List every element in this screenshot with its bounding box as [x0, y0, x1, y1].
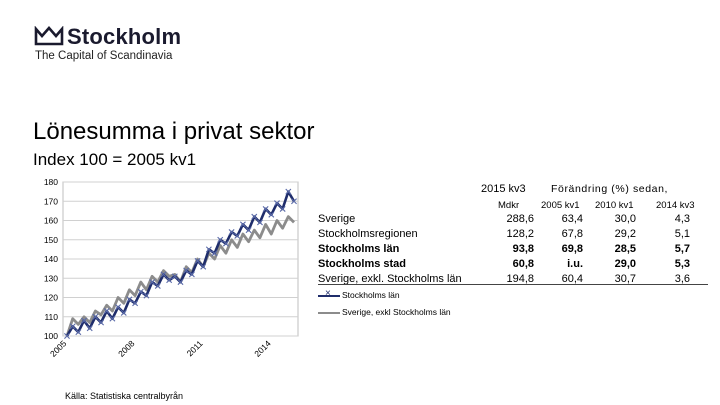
table-cell: 60,4: [561, 273, 583, 285]
legend-label: Sverige, exkl Stockholms län: [342, 307, 451, 317]
table-col-header: 2010 kv1: [595, 200, 634, 211]
table-row-label: Stockholms stad: [318, 258, 407, 270]
table-cell: 29,0: [614, 258, 636, 270]
table-cell: 69,8: [561, 243, 583, 255]
y-tick-label: 150: [44, 235, 58, 245]
slide-title: Lönesumma i privat sektor: [33, 118, 315, 145]
data-point: [217, 236, 224, 243]
table-header-change: Förändring (%) sedan,: [551, 183, 669, 195]
data-point: [86, 325, 93, 332]
data-point: [268, 211, 275, 218]
data-point: [149, 279, 156, 286]
slide-subtitle: Index 100 = 2005 kv1: [33, 150, 197, 169]
data-point: [166, 277, 173, 284]
data-point: [188, 271, 195, 278]
data-point: [256, 219, 263, 226]
data-point: [109, 315, 116, 322]
table-col-header: 2005 kv1: [541, 200, 580, 211]
data-point: [132, 300, 139, 307]
data-point: [154, 282, 161, 289]
crown-icon: [34, 26, 64, 46]
data-point: [92, 313, 99, 320]
table-cell: 93,8: [512, 243, 534, 255]
data-point: [291, 198, 297, 205]
table-cell: 5,1: [674, 228, 690, 240]
x-tick-label: 2014: [252, 338, 273, 359]
y-tick-label: 130: [44, 273, 58, 283]
table-row-label: Stockholmsregionen: [318, 228, 418, 240]
data-point: [98, 319, 105, 326]
data-point: [64, 333, 70, 339]
data-point: [194, 257, 201, 264]
brand-tagline: The Capital of Scandinavia: [35, 50, 173, 62]
table-bottom-rule: [318, 284, 708, 285]
table-cell: 30,0: [614, 213, 636, 225]
y-tick-label: 110: [44, 312, 58, 322]
data-point: [81, 317, 88, 324]
legend-swatch: [318, 295, 340, 297]
data-point: [234, 232, 241, 239]
table-cell: 63,4: [561, 213, 583, 225]
table-header-period: 2015 kv3: [481, 183, 526, 195]
table-col-header: 2014 kv3: [656, 200, 695, 211]
data-point: [103, 307, 110, 314]
table-col-header: Mdkr: [498, 200, 520, 211]
brand-name: Stockholm: [67, 24, 182, 49]
table-cell: 5,7: [674, 243, 690, 255]
data-point: [273, 200, 280, 207]
table-cell: 60,8: [512, 258, 534, 270]
table-cell: 4,3: [674, 213, 690, 225]
data-point: [222, 240, 229, 247]
data-point: [279, 205, 286, 212]
y-tick-label: 170: [44, 196, 58, 206]
y-tick-label: 120: [44, 293, 58, 303]
x-tick-label: 2011: [185, 338, 205, 358]
source-note: Källa: Statistiska centralbyrån: [65, 391, 184, 401]
table-cell: 29,2: [614, 228, 636, 240]
data-point: [171, 273, 178, 280]
data-point: [211, 250, 218, 257]
brand-logo: Stockholm The Capital of Scandinavia: [34, 24, 234, 64]
data-point: [183, 267, 190, 274]
data-point: [239, 221, 246, 228]
table-cell: 288,6: [506, 213, 534, 225]
table-cell: 5,3: [674, 258, 690, 270]
table-row-label: Sverige, exkl. Stockholms län: [318, 273, 462, 285]
table-cell: 28,5: [614, 243, 636, 255]
table-cell: 67,8: [561, 228, 583, 240]
y-tick-label: 180: [44, 177, 58, 187]
y-tick-label: 100: [44, 331, 58, 341]
data-point: [160, 271, 167, 278]
table-cell: 128,2: [506, 228, 534, 240]
data-point: [228, 229, 235, 236]
data-point: [137, 288, 144, 295]
x-tick-label: 2005: [48, 338, 69, 359]
y-tick-label: 140: [44, 254, 58, 264]
data-point: [120, 309, 127, 316]
data-point: [285, 188, 292, 195]
data-point: [251, 213, 258, 220]
data-point: [245, 227, 252, 234]
data-point: [143, 292, 150, 299]
table-cell: 3,6: [674, 273, 690, 285]
x-tick-label: 2008: [116, 338, 137, 359]
data-point: [262, 205, 269, 212]
data-point: [126, 296, 133, 303]
table-row-label: Sverige: [318, 213, 356, 225]
data-point: [200, 263, 207, 270]
legend-x-marker: ×: [325, 288, 331, 299]
table-row-label: Stockholms län: [318, 243, 400, 255]
table-cell: 194,8: [506, 273, 534, 285]
legend-swatch: [318, 312, 340, 314]
table-cell: i.u.: [567, 258, 583, 270]
table-cell: 30,7: [614, 273, 636, 285]
legend-label: Stockholms län: [342, 290, 400, 300]
data-point: [177, 279, 184, 286]
data-point: [205, 246, 212, 253]
data-point: [115, 304, 122, 311]
data-point: [75, 329, 82, 336]
y-tick-label: 160: [44, 216, 58, 226]
data-point: [69, 323, 76, 330]
